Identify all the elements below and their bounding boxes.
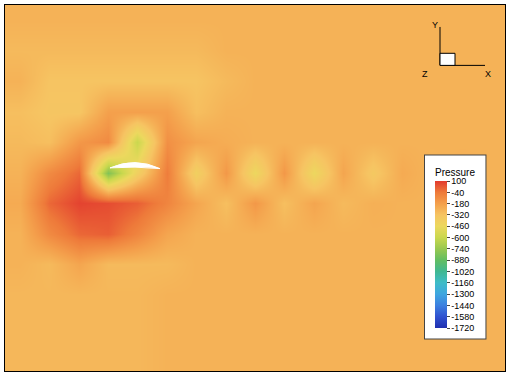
svg-text:-1300: -1300 [451,289,474,299]
svg-text:-1020: -1020 [451,267,474,277]
svg-text:Z: Z [422,69,428,79]
svg-text:-1720: -1720 [451,323,474,333]
svg-text:100: 100 [451,176,466,186]
svg-text:-40: -40 [451,188,464,198]
svg-text:-1580: -1580 [451,312,474,322]
svg-text:-600: -600 [451,233,469,243]
svg-text:-320: -320 [451,210,469,220]
svg-text:Pressure: Pressure [435,167,475,178]
svg-text:-740: -740 [451,244,469,254]
svg-text:-880: -880 [451,255,469,265]
svg-text:-460: -460 [451,221,469,231]
svg-text:Y: Y [432,20,438,30]
svg-text:X: X [485,69,491,79]
svg-text:-180: -180 [451,199,469,209]
svg-text:-1440: -1440 [451,301,474,311]
svg-text:-1160: -1160 [451,278,473,288]
